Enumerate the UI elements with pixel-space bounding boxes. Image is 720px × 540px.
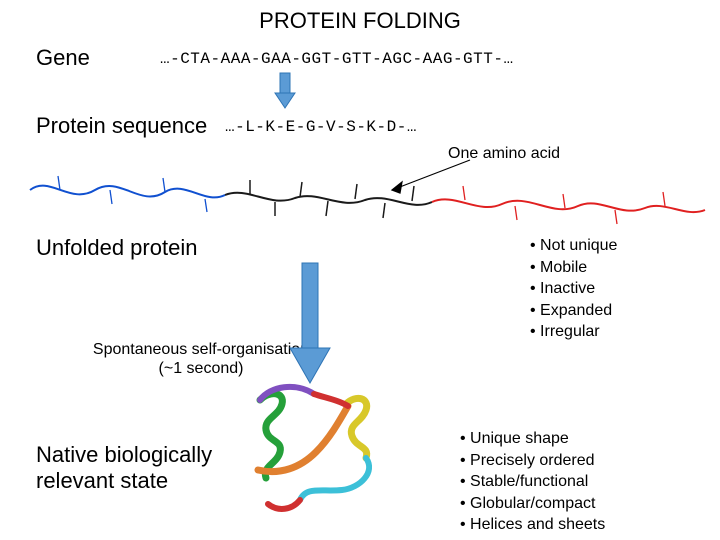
unfolded-label: Unfolded protein bbox=[36, 235, 197, 261]
bullet-not-unique: • Not unique bbox=[530, 235, 617, 257]
bullet-precisely-ordered: • Precisely ordered bbox=[460, 450, 605, 472]
bullet-stable-functional: • Stable/functional bbox=[460, 471, 605, 493]
gene-label: Gene bbox=[36, 45, 90, 71]
bullet-mobile: • Mobile bbox=[530, 257, 617, 279]
bullet-irregular: • Irregular bbox=[530, 321, 617, 343]
native-label: Native biologically relevant state bbox=[36, 442, 212, 495]
protein-seq-label: Protein sequence bbox=[36, 113, 207, 139]
amino-acid-label: One amino acid bbox=[448, 145, 560, 163]
native-ribbon bbox=[258, 387, 369, 509]
spontaneous-label: Spontaneous self-organisation (~1 second… bbox=[86, 340, 316, 378]
arrow-gene-to-protein bbox=[275, 73, 295, 108]
unfolded-bullets: • Not unique • Mobile • Inactive • Expan… bbox=[530, 235, 617, 343]
unfolded-chain bbox=[30, 176, 705, 224]
page-title: PROTEIN FOLDING bbox=[0, 8, 720, 34]
amino-pointer-arrow bbox=[392, 160, 470, 193]
protein-sequence: …-L-K-E-G-V-S-K-D-… bbox=[225, 118, 417, 136]
bullet-expanded: • Expanded bbox=[530, 300, 617, 322]
gene-sequence: …-CTA-AAA-GAA-GGT-GTT-AGC-AAG-GTT-… bbox=[160, 50, 514, 68]
bullet-globular-compact: • Globular/compact bbox=[460, 493, 605, 515]
bullet-unique-shape: • Unique shape bbox=[460, 428, 605, 450]
bullet-inactive: • Inactive bbox=[530, 278, 617, 300]
native-bullets: • Unique shape • Precisely ordered • Sta… bbox=[460, 428, 605, 536]
bullet-helices-sheets: • Helices and sheets bbox=[460, 514, 605, 536]
